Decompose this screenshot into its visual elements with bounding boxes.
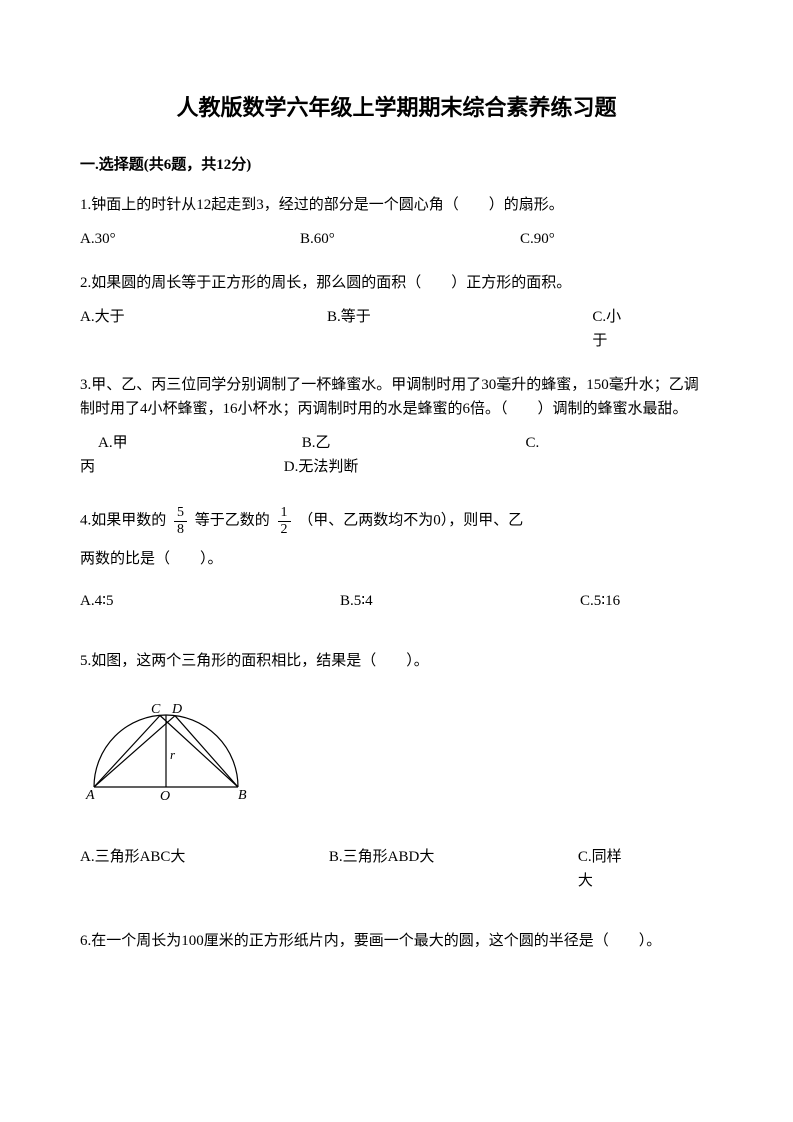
page-title: 人教版数学六年级上学期期末综合素养练习题 bbox=[80, 90, 713, 125]
fraction-5-8: 5 8 bbox=[174, 505, 187, 537]
question-6: 6.在一个周长为100厘米的正方形纸片内，要画一个最大的圆，这个圆的半径是（ ）… bbox=[80, 929, 713, 953]
question-3-options-row2: 丙 D.无法判断 bbox=[80, 455, 713, 479]
question-2-options: A.大于 B.等于 C.小于 bbox=[80, 305, 713, 353]
question-3-options-row1: A.甲 B.乙 C. bbox=[80, 431, 713, 455]
option-c: C.同样大 bbox=[578, 845, 633, 893]
question-5-text: 5.如图，这两个三角形的面积相比，结果是（ ）。 bbox=[80, 649, 713, 673]
question-1: 1.钟面上的时针从12起走到3，经过的部分是一个圆心角（ ）的扇形。 A.30°… bbox=[80, 193, 713, 251]
section-header: 一.选择题(共6题，共12分) bbox=[80, 153, 713, 177]
question-6-text: 6.在一个周长为100厘米的正方形纸片内，要画一个最大的圆，这个圆的半径是（ ）… bbox=[80, 929, 713, 953]
label-r: r bbox=[170, 747, 176, 762]
option-b: B.5∶4 bbox=[340, 589, 500, 613]
fraction-1-2: 1 2 bbox=[278, 505, 291, 537]
question-4-options: A.4∶5 B.5∶4 C.5∶16 bbox=[80, 589, 713, 613]
question-3-text: 3.甲、乙、丙三位同学分别调制了一杯蜂蜜水。甲调制时用了30毫升的蜂蜜，150毫… bbox=[80, 373, 713, 421]
question-3: 3.甲、乙、丙三位同学分别调制了一杯蜂蜜水。甲调制时用了30毫升的蜂蜜，150毫… bbox=[80, 373, 713, 479]
q4-pre: 4.如果甲数的 bbox=[80, 513, 166, 529]
question-2-text: 2.如果圆的周长等于正方形的周长，那么圆的面积（ ）正方形的面积。 bbox=[80, 271, 713, 295]
question-5-figure: A B C D O r bbox=[80, 703, 713, 821]
question-5: 5.如图，这两个三角形的面积相比，结果是（ ）。 A B C D O r A.三… bbox=[80, 649, 713, 893]
option-b: B.等于 bbox=[327, 305, 512, 353]
question-4-text: 4.如果甲数的 5 8 等于乙数的 1 2 （甲、乙两数均不为0），则甲、乙 bbox=[80, 505, 713, 537]
option-c: C. bbox=[526, 431, 540, 455]
label-d: D bbox=[171, 703, 182, 717]
fraction-denominator: 8 bbox=[174, 522, 187, 537]
q4-after: （甲、乙两数均不为0），则甲、乙 bbox=[298, 513, 523, 529]
option-a: A.大于 bbox=[80, 305, 247, 353]
option-b: B.乙 bbox=[302, 431, 522, 455]
q4-line2: 两数的比是（ ）。 bbox=[80, 547, 713, 571]
option-a: A.4∶5 bbox=[80, 589, 260, 613]
question-1-text: 1.钟面上的时针从12起走到3，经过的部分是一个圆心角（ ）的扇形。 bbox=[80, 193, 713, 217]
label-b: B bbox=[238, 788, 247, 803]
fraction-denominator: 2 bbox=[278, 522, 291, 537]
option-a: A.三角形ABC大 bbox=[80, 845, 249, 893]
question-2: 2.如果圆的周长等于正方形的周长，那么圆的面积（ ）正方形的面积。 A.大于 B… bbox=[80, 271, 713, 353]
option-c: C.小于 bbox=[592, 305, 633, 353]
option-d: D.无法判断 bbox=[284, 459, 359, 475]
semicircle-triangles-figure: A B C D O r bbox=[80, 703, 260, 813]
option-c: C.5∶16 bbox=[580, 589, 620, 613]
option-c: C.90° bbox=[520, 227, 555, 251]
option-b: B.三角形ABD大 bbox=[329, 845, 498, 893]
fraction-numerator: 1 bbox=[278, 505, 291, 521]
label-o: O bbox=[160, 789, 170, 804]
option-a: A.30° bbox=[80, 227, 220, 251]
line-ad bbox=[94, 716, 175, 787]
option-c-label: 丙 bbox=[80, 455, 280, 479]
label-a: A bbox=[85, 788, 95, 803]
q4-mid: 等于乙数的 bbox=[195, 513, 270, 529]
option-a: A.甲 bbox=[98, 431, 298, 455]
question-5-options: A.三角形ABC大 B.三角形ABD大 C.同样大 bbox=[80, 845, 713, 893]
label-c: C bbox=[151, 703, 161, 717]
fraction-numerator: 5 bbox=[174, 505, 187, 521]
question-4: 4.如果甲数的 5 8 等于乙数的 1 2 （甲、乙两数均不为0），则甲、乙 两… bbox=[80, 505, 713, 613]
question-1-options: A.30° B.60° C.90° bbox=[80, 227, 713, 251]
option-b: B.60° bbox=[300, 227, 440, 251]
